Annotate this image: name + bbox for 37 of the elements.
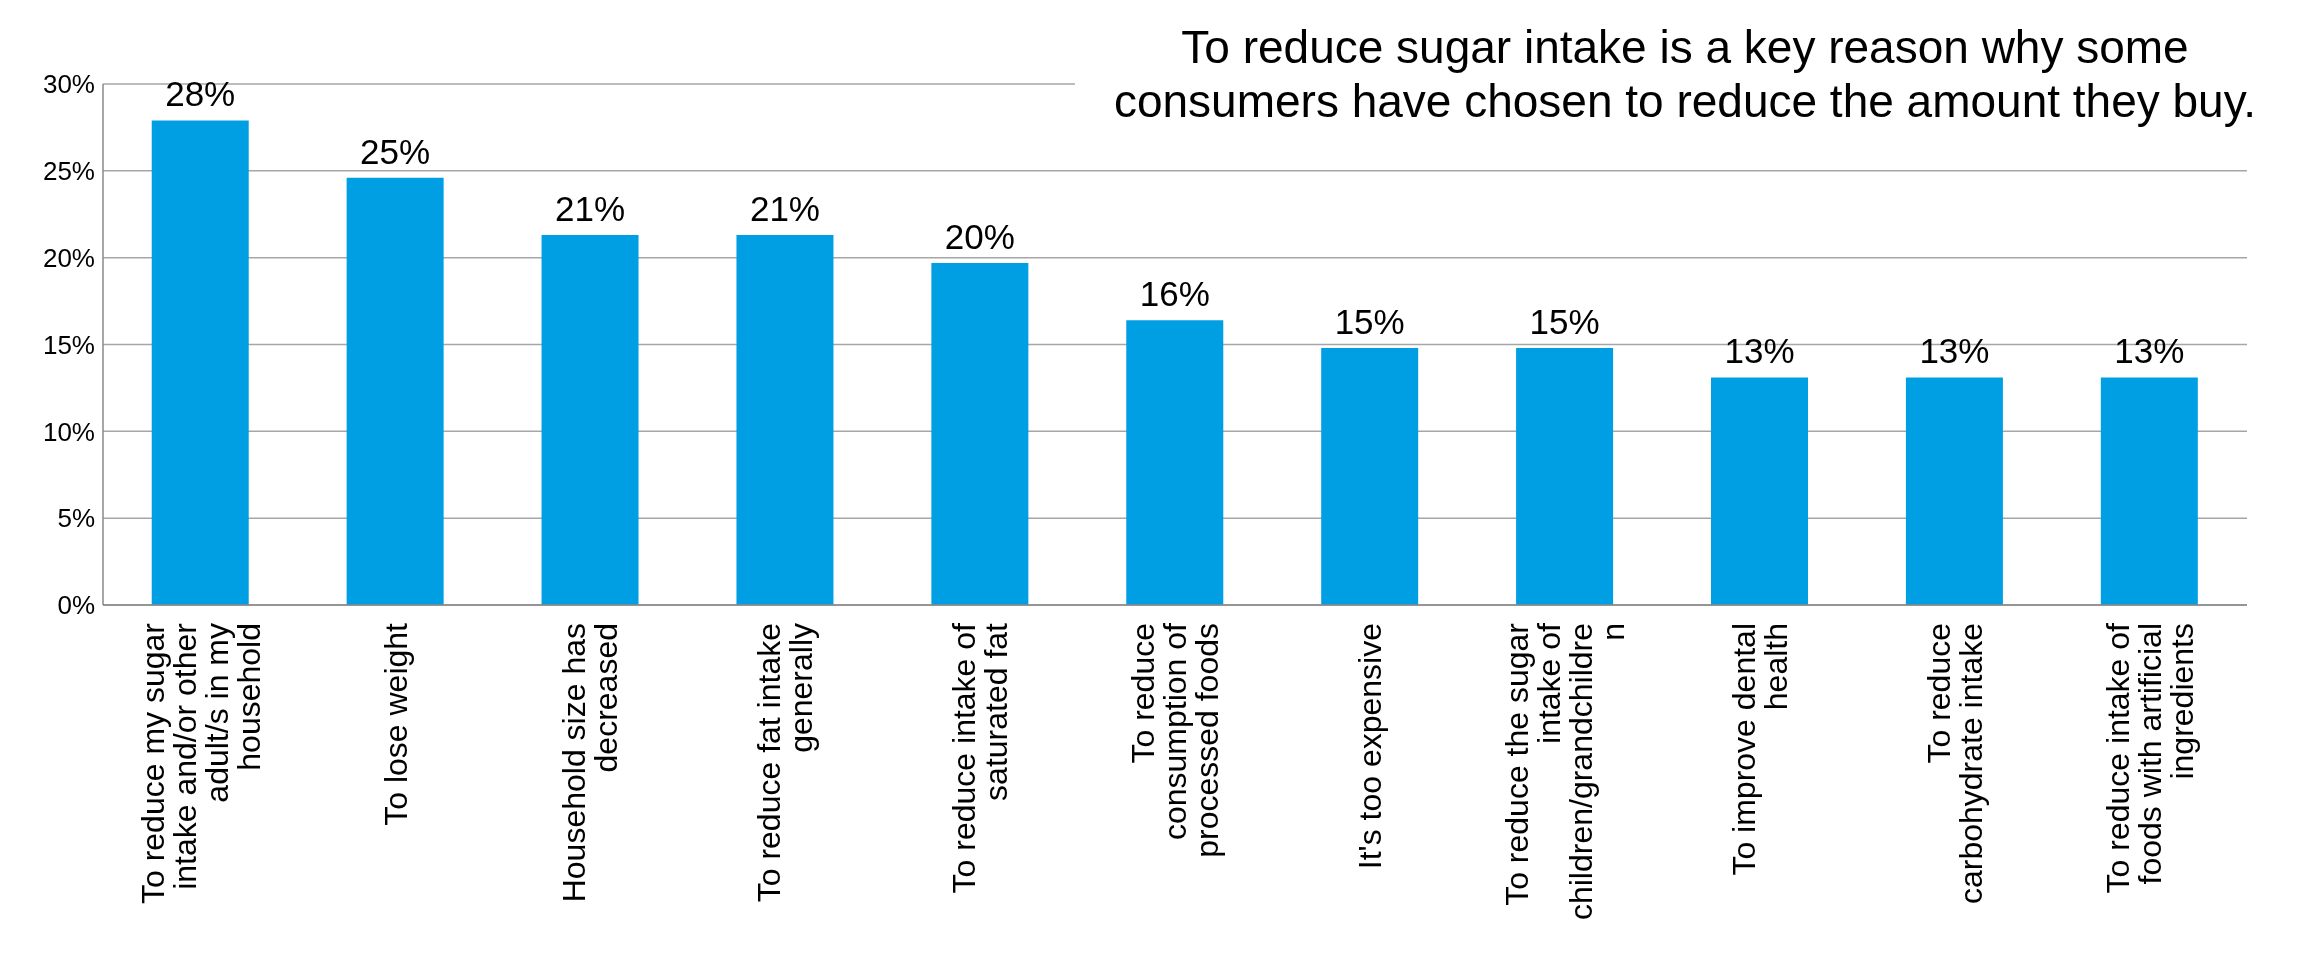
y-tick-label: 20% xyxy=(42,242,95,273)
y-tick-label: 0% xyxy=(57,590,95,621)
y-tick-label: 5% xyxy=(57,503,95,534)
data-label: 15% xyxy=(1334,301,1405,341)
data-label: 15% xyxy=(1529,301,1600,341)
x-tick-label: It's too expensive xyxy=(1352,623,1389,870)
y-tick-label: 30% xyxy=(42,69,95,100)
data-label: 16% xyxy=(1139,274,1210,314)
bar xyxy=(1126,320,1224,605)
x-tick-label: To reduce fat intake generally xyxy=(751,623,820,903)
data-label: 13% xyxy=(1919,331,1990,371)
y-tick-label: 25% xyxy=(42,156,95,187)
x-tick-label: Household size has decreased xyxy=(556,623,625,903)
bar xyxy=(346,177,444,605)
data-label: 28% xyxy=(165,74,236,114)
bar xyxy=(1905,377,2003,605)
data-label: 13% xyxy=(2114,331,2185,371)
data-label: 21% xyxy=(555,189,626,229)
bar xyxy=(1321,347,1419,605)
x-tick-label: To lose weight xyxy=(377,622,414,826)
bar xyxy=(2100,377,2198,605)
data-label: 21% xyxy=(749,189,820,229)
x-tick-label: To improve dental health xyxy=(1725,623,1794,876)
bar xyxy=(1711,377,1808,605)
data-label: 25% xyxy=(360,131,431,171)
y-tick-label: 10% xyxy=(42,416,95,447)
x-tick-label: To reduce the sugar intake of children/grandchildren xyxy=(1499,622,1632,921)
y-tick-label: 15% xyxy=(42,329,95,360)
bar xyxy=(541,235,639,605)
data-label: 13% xyxy=(1724,331,1795,371)
bar xyxy=(931,262,1029,605)
chart-title: To reduce sugar intake is a key reason why some consumers have chosen to reduce the amount they buy. xyxy=(1075,20,2295,128)
x-tick-label: To reduce my sugar intake and/or other adult/s in my household xyxy=(134,622,267,905)
bar xyxy=(736,235,834,605)
bar xyxy=(1516,347,1614,605)
data-label: 20% xyxy=(944,216,1015,256)
bar xyxy=(151,120,249,605)
